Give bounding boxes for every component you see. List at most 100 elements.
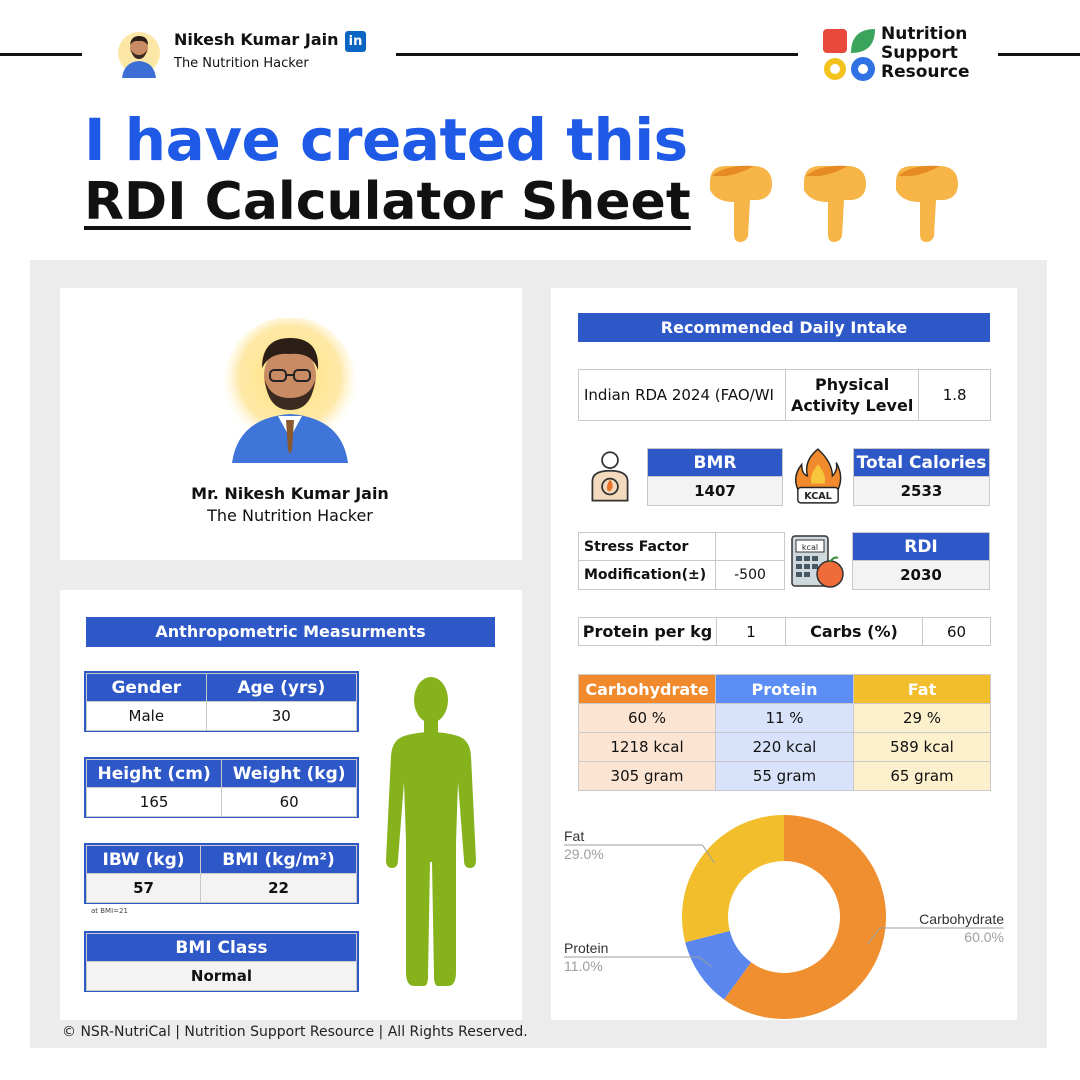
- pal-label: Physical Activity Level: [784, 369, 920, 421]
- donut-value-fat: 29.0%: [564, 846, 604, 862]
- protein-per-kg-value[interactable]: 1: [716, 617, 786, 646]
- profile-photo: [224, 318, 356, 463]
- header-rule-left: [0, 53, 82, 56]
- rda-standard-table: Indian RDA 2024 (FAO/WI Physical Activit…: [578, 369, 991, 421]
- brand-name: Nutrition Support Resource: [881, 25, 970, 82]
- donut-value-protein: 11.0%: [564, 958, 603, 974]
- total-calories-table: Total Calories 2533: [853, 448, 990, 506]
- donut-leader-line: [564, 844, 715, 864]
- copyright-footer: © NSR-NutriCal | Nutrition Support Resou…: [62, 1024, 528, 1040]
- total-calories-value: 2533: [853, 476, 990, 506]
- author-tagline: The Nutrition Hacker: [174, 56, 309, 71]
- height-weight-box: [84, 757, 359, 818]
- brand-line: Resource: [881, 62, 970, 82]
- donut-slice-fat: [682, 815, 784, 943]
- macro-cell: 220 kcal: [715, 732, 854, 762]
- calculator-apple-icon: kcal: [791, 535, 844, 588]
- calc-icon-text: kcal: [802, 543, 818, 552]
- bmi-class-value: Normal: [86, 961, 357, 991]
- donut-label-fat: Fat: [564, 828, 584, 844]
- stress-modification-table: Stress Factor Modification(±) -500: [578, 532, 785, 590]
- macro-cell: 65 gram: [853, 761, 991, 791]
- backhand-index-pointing-down-icon: [896, 165, 958, 242]
- height-label: Height (cm): [85, 759, 223, 788]
- rdi-label: RDI: [852, 532, 990, 561]
- donut-label-protein: Protein: [564, 940, 608, 956]
- pal-value[interactable]: 1.8: [918, 369, 991, 421]
- backhand-index-pointing-down-icon: [710, 165, 772, 242]
- header-rule-right: [998, 53, 1080, 56]
- bmr-label: BMR: [647, 448, 783, 477]
- macro-donut-chart: Carbohydrate 60.0% Protein 11.0% Fat 29.0%: [564, 815, 1004, 1019]
- nsr-logo-icon: [823, 29, 875, 81]
- donut-leader-line: [867, 927, 1004, 945]
- macro-header-protein: Protein: [715, 674, 854, 704]
- modification-value[interactable]: -500: [715, 560, 785, 590]
- backhand-index-pointing-down-icon: [804, 165, 866, 242]
- brand-line: Nutrition: [881, 24, 968, 44]
- bmi-class-box: [84, 931, 359, 992]
- ibw-value: 57: [85, 873, 202, 903]
- donut-slice-protein: [685, 930, 752, 1000]
- donut-label-carbohydrate: Carbohydrate: [919, 911, 1004, 927]
- macro-cell: 29 %: [853, 703, 991, 733]
- ibw-bmi-table: IBW (kg) BMI (kg/m²) 57 22: [85, 845, 357, 903]
- carbs-pct-label: Carbs (%): [785, 617, 923, 646]
- donut-slice-carbohydrate: [724, 815, 886, 1019]
- macro-header-carbohydrate: Carbohydrate: [578, 674, 716, 704]
- macro-cell: 1218 kcal: [578, 732, 716, 762]
- macro-cell: 60 %: [578, 703, 716, 733]
- profile-name: Mr. Nikesh Kumar Jain: [191, 484, 389, 503]
- donut-value-carbohydrate: 60.0%: [964, 929, 1004, 945]
- bmi-class-table: BMI Class Normal: [86, 933, 357, 991]
- gender-age-table: Gender Age (yrs) Male 30: [86, 673, 358, 731]
- protein-carbs-table: Protein per kg 1 Carbs (%) 60: [578, 617, 991, 646]
- age-label: Age (yrs): [205, 673, 358, 702]
- total-calories-label: Total Calories: [853, 448, 990, 477]
- body-silhouette-icon: [386, 677, 476, 986]
- weight-value[interactable]: 60: [221, 787, 357, 817]
- bmr-table: BMR 1407: [647, 448, 783, 506]
- ibw-label: IBW (kg): [85, 845, 202, 874]
- rdi-result-table: RDI 2030: [852, 532, 990, 590]
- kcal-icon-text: KCAL: [804, 491, 832, 502]
- bmi-value: 22: [200, 873, 357, 903]
- profile-title: The Nutrition Hacker: [207, 506, 373, 525]
- macro-header-fat: Fat: [853, 674, 991, 704]
- weight-label: Weight (kg): [221, 759, 357, 788]
- ibw-bmi-box: [84, 843, 359, 904]
- stress-factor-label: Stress Factor: [578, 532, 716, 561]
- gender-label: Gender: [86, 673, 207, 702]
- gender-value[interactable]: Male: [86, 701, 207, 731]
- height-weight-table: Height (cm) Weight (kg) 165 60: [85, 759, 357, 817]
- macro-table: Carbohydrate Protein Fat 60 % 11 % 29 % …: [578, 674, 991, 791]
- bmr-person-icon: [591, 451, 629, 502]
- carbs-pct-value[interactable]: 60: [922, 617, 991, 646]
- rda-standard-select[interactable]: Indian RDA 2024 (FAO/WI: [578, 369, 786, 421]
- age-value[interactable]: 30: [205, 701, 358, 731]
- author-name: Nikesh Kumar Jain: [174, 30, 339, 49]
- macro-cell: 305 gram: [578, 761, 716, 791]
- modification-label: Modification(±): [578, 560, 716, 590]
- author-avatar: [118, 32, 160, 78]
- macro-cell: 55 gram: [715, 761, 854, 791]
- bmi-label: BMI (kg/m²): [200, 845, 357, 874]
- protein-per-kg-label: Protein per kg: [578, 617, 717, 646]
- stress-factor-value[interactable]: [715, 532, 785, 561]
- macro-cell: 11 %: [715, 703, 854, 733]
- rdi-value: 2030: [852, 560, 990, 590]
- donut-leader-line: [564, 956, 712, 967]
- headline-line-1: I have created this: [84, 106, 688, 174]
- macro-cell: 589 kcal: [853, 732, 991, 762]
- bmr-value: 1407: [647, 476, 783, 506]
- header-rule-middle: [396, 53, 798, 56]
- gender-age-box: [84, 671, 359, 732]
- ibw-note: at BMI=21: [91, 907, 128, 915]
- brand-line: Support: [881, 43, 958, 63]
- linkedin-icon[interactable]: in: [345, 31, 366, 52]
- height-value[interactable]: 165: [85, 787, 223, 817]
- bmi-class-label: BMI Class: [86, 933, 357, 962]
- rdi-title: Recommended Daily Intake: [578, 313, 990, 342]
- anthropometric-title: Anthropometric Measurments: [86, 617, 495, 647]
- headline-line-2: RDI Calculator Sheet: [84, 172, 691, 232]
